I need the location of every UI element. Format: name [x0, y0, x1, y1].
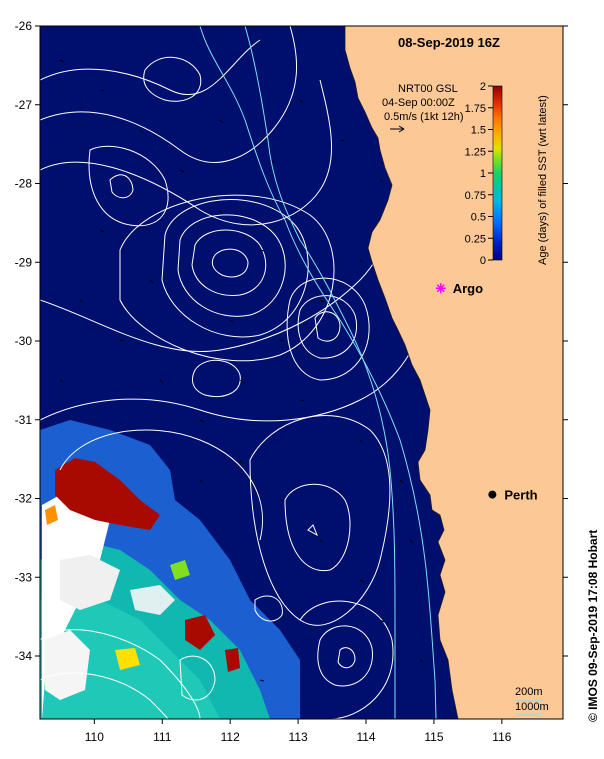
place-label-argo: Argo — [453, 281, 483, 296]
y-tick-label: -30 — [15, 334, 33, 348]
depth-legend-200m: 200m — [515, 686, 543, 698]
velocity-legend-line2: 04-Sep 00:00Z — [382, 97, 455, 109]
y-tick-label: -34 — [15, 649, 33, 663]
depth-legend-1000m: 1000m — [515, 701, 549, 713]
australia-landmass — [344, 26, 563, 719]
colorbar-tick-label: 0.75 — [465, 190, 486, 202]
filled-sst-patches — [40, 420, 300, 719]
colorbar-tick-label: 1 — [480, 168, 486, 180]
colorbar-tick-label: 2 — [480, 81, 486, 93]
colorbar-gradient — [492, 85, 503, 261]
y-tick-label: -32 — [15, 492, 33, 506]
x-tick-label: 115 — [424, 730, 443, 744]
y-tick-label: -33 — [15, 570, 33, 584]
perth-marker — [488, 490, 497, 499]
depth-legend: 200m 1000m — [515, 686, 549, 716]
colorbar-label: Age (days) of filled SST (wrt latest) — [537, 95, 549, 265]
map-title: 08-Sep-2019 16Z — [398, 35, 500, 50]
colorbar-tick-label: 1.25 — [465, 146, 486, 158]
colorbar-tick-label: 1.75 — [465, 103, 486, 115]
x-tick-label: 111 — [153, 730, 172, 744]
velocity-legend: NRT00 GSL 04-Sep 00:00Z 0.5m/s (1kt 12h) — [382, 83, 463, 133]
plot-frame — [39, 25, 564, 720]
colorbar-ticks: 2 1.75 1.5 1.25 1 0.75 0.5 0.25 0 — [465, 81, 493, 267]
y-tick-label: -28 — [15, 177, 33, 191]
y-tick-label: -29 — [15, 255, 33, 269]
y-tick-label: -26 — [15, 19, 33, 33]
map-plot-area — [40, 26, 563, 719]
x-tick-label: 110 — [85, 730, 104, 744]
velocity-scale-arrowhead — [398, 125, 405, 133]
x-axis: 110 111 112 113 114 115 116 — [85, 719, 512, 744]
x-tick-label: 116 — [492, 730, 511, 744]
place-label-perth: Perth — [504, 488, 537, 503]
isobaths — [199, 26, 437, 719]
x-tick-label: 114 — [356, 730, 375, 744]
argo-marker — [435, 283, 446, 294]
x-tick-label: 112 — [221, 730, 240, 744]
colorbar-tick-label: 0 — [480, 255, 486, 267]
velocity-legend-line1: NRT00 GSL — [398, 83, 458, 95]
ssh-contours — [40, 26, 421, 719]
colorbar-tick-label: 1.5 — [471, 125, 486, 137]
colorbar: 2 1.75 1.5 1.25 1 0.75 0.5 0.25 0 Age (days) of … — [465, 81, 549, 267]
velocity-legend-line3: 0.5m/s (1kt 12h) — [384, 111, 463, 123]
isobath-200m — [199, 26, 437, 719]
colorbar-tick-label: 0.5 — [471, 212, 486, 224]
imos-credit: © IMOS 09-Sep-2019 17:08 Hobart — [586, 530, 600, 722]
y-tick-label: -31 — [15, 413, 33, 427]
y-tick-label: -27 — [15, 98, 33, 112]
velocity-vectors — [59, 59, 424, 682]
isobath-1000m — [244, 26, 396, 719]
place-markers: Argo Perth — [435, 281, 538, 503]
y-axis: -26 -27 -28 -29 -30 -31 -32 -33 -34 — [15, 19, 568, 663]
colorbar-tick-label: 0.25 — [465, 233, 486, 245]
x-tick-label: 113 — [289, 730, 308, 744]
